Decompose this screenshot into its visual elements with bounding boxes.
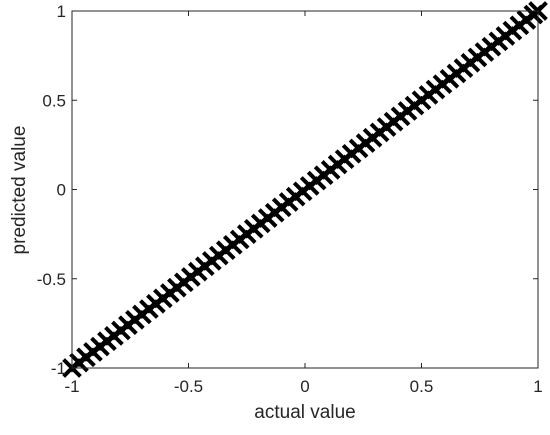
x-tick-label: 1 [533,377,542,396]
y-tick-label: 1 [57,2,66,21]
x-axis-ticks: -1 -0.5 0 0.5 1 [64,11,543,396]
y-tick-label: -0.5 [37,270,66,289]
x-tick-label: 0.5 [410,377,434,396]
x-axis-label: actual value [254,402,355,423]
y-tick-label: 0 [57,181,66,200]
x-tick-label: -1 [64,377,79,396]
data-markers [62,1,548,378]
y-tick-label: 0.5 [42,91,66,110]
y-axis-label: predicted value [9,126,30,255]
x-tick-label: -0.5 [174,377,203,396]
y-axis-ticks: -1 -0.5 0 0.5 1 [37,2,538,378]
y-tick-label: -1 [51,359,66,378]
x-tick-label: 0 [300,377,309,396]
